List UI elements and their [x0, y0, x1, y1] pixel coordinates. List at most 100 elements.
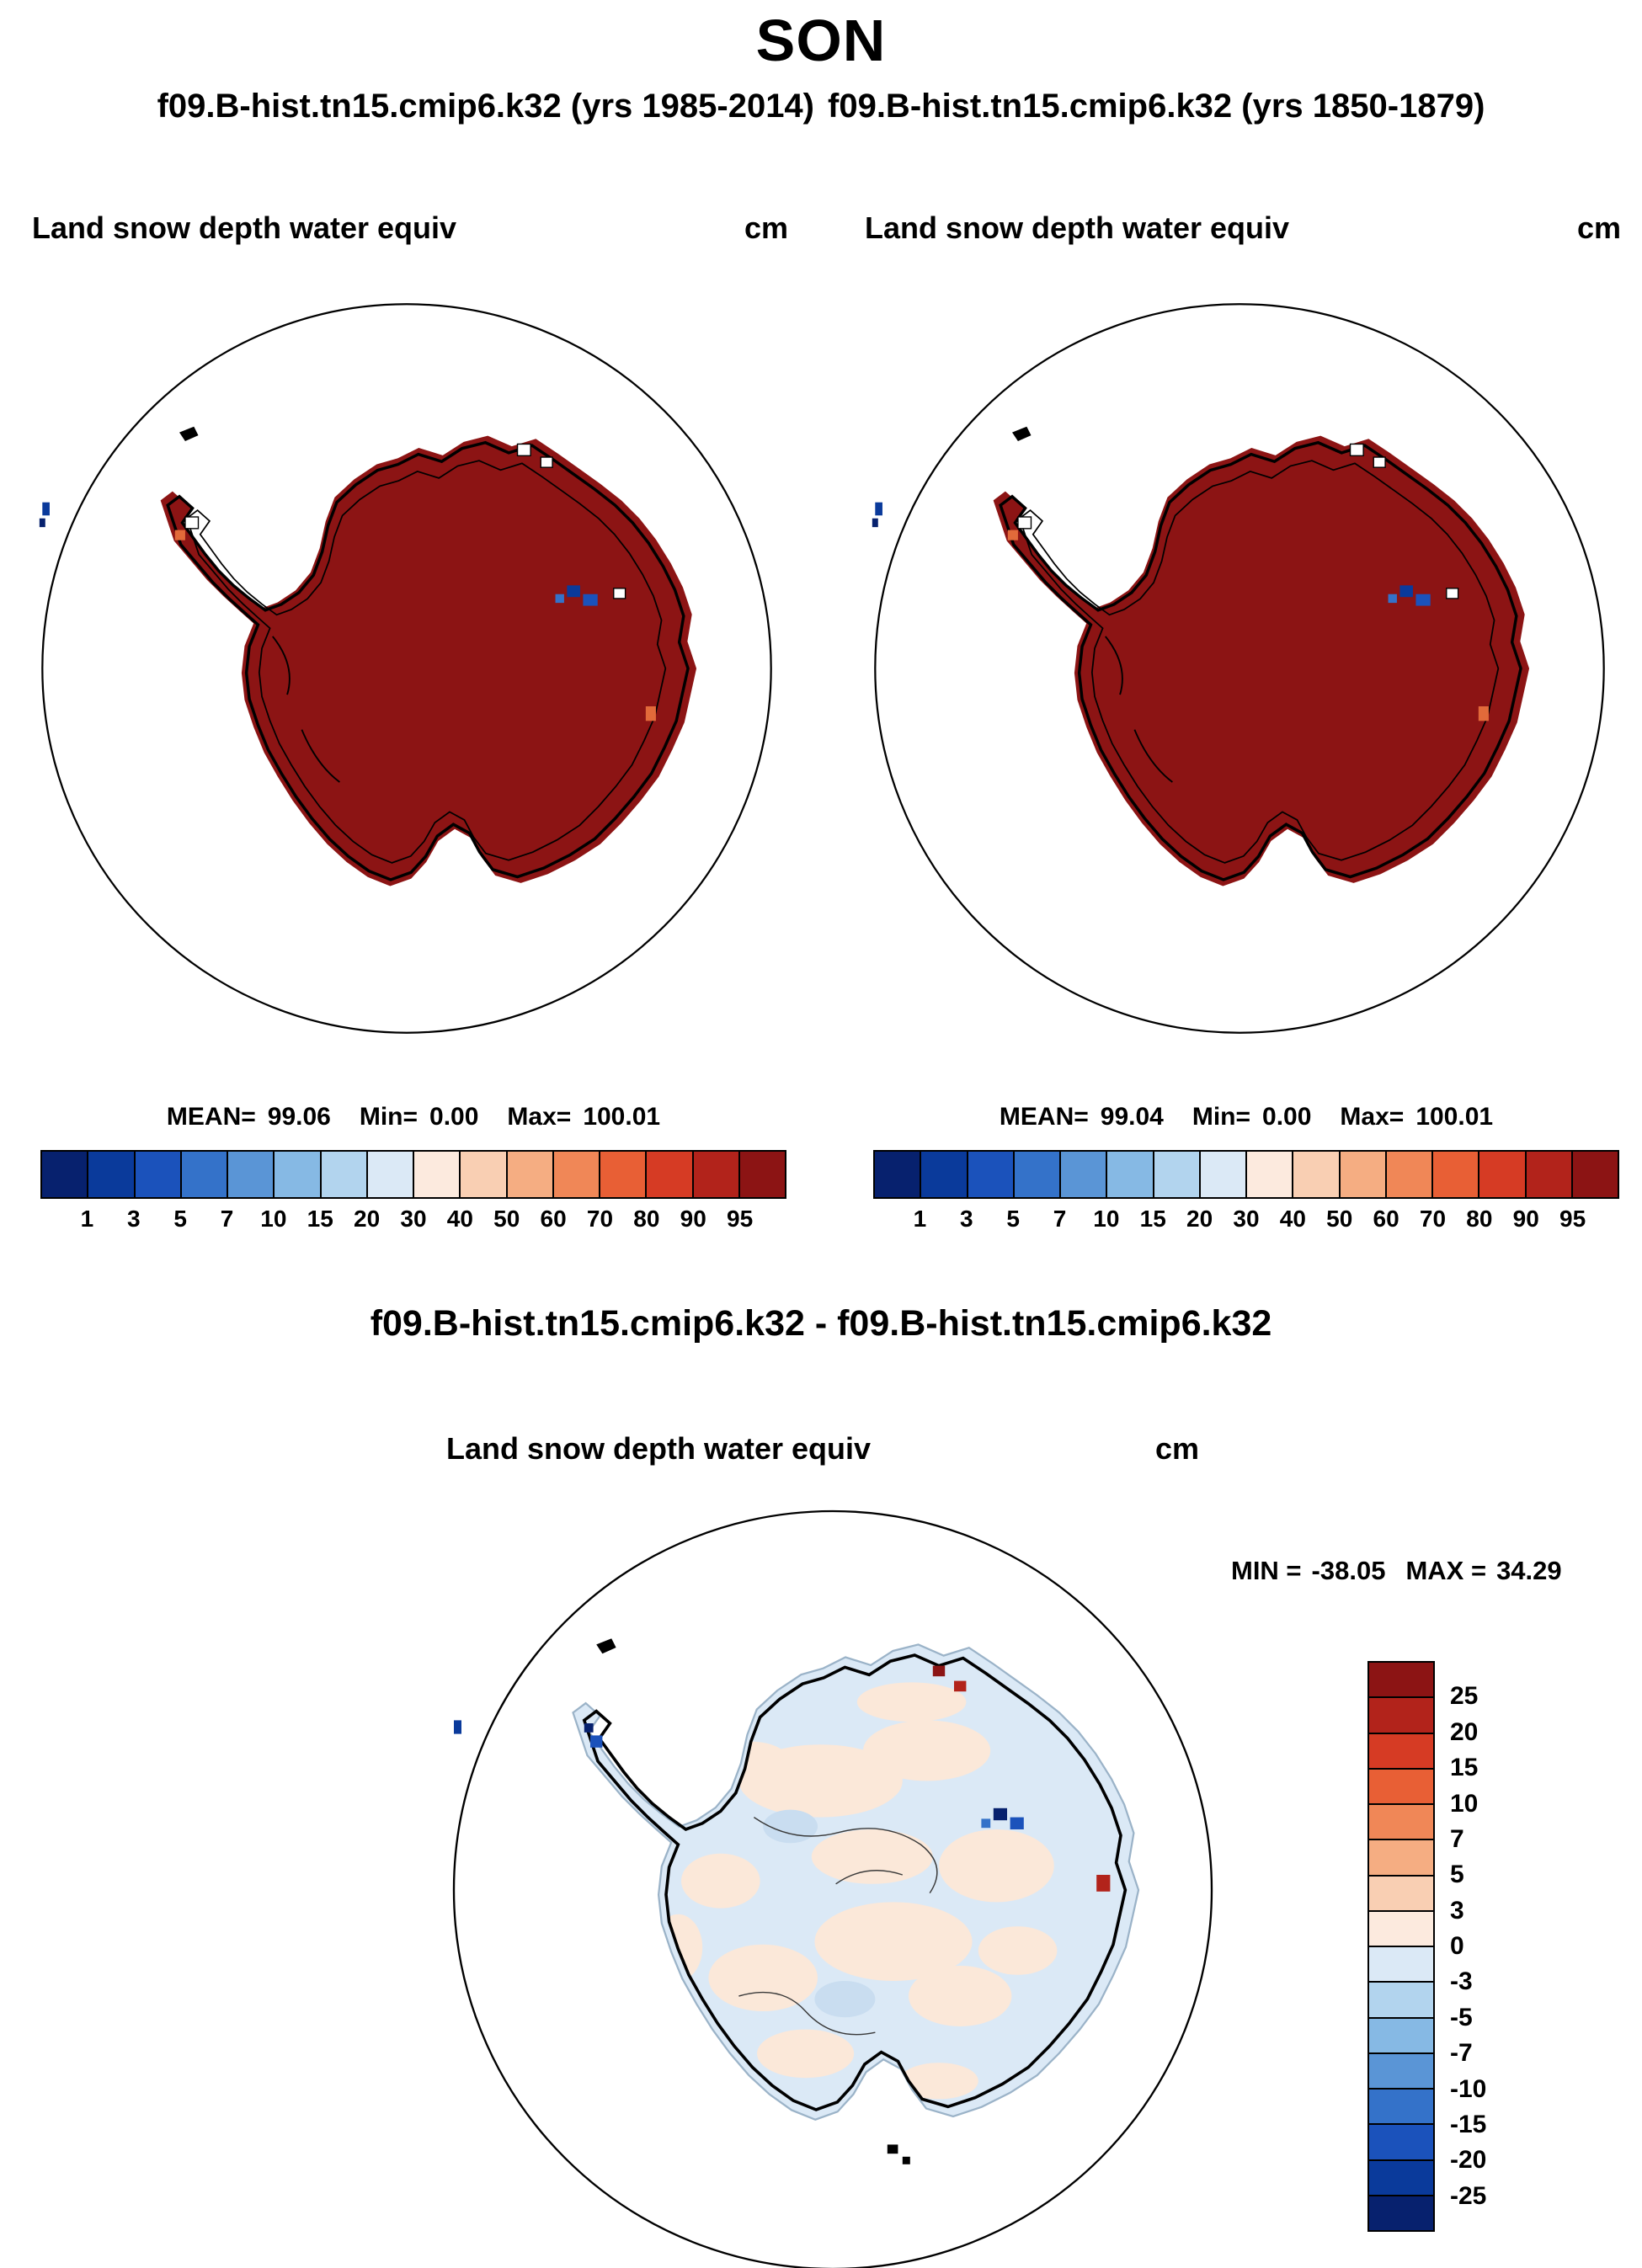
diff-anomaly-field: [653, 1682, 1058, 2100]
colorbar-cell: [1431, 1150, 1480, 1199]
colorbar-tick-label: 90: [1512, 1206, 1539, 1232]
colorbar-cell: [1106, 1150, 1154, 1199]
colorbar-tick-label: 10: [1450, 1789, 1479, 1818]
colorbar-tick-label: 60: [540, 1206, 567, 1232]
colorbar-cell: [1059, 1150, 1108, 1199]
max-label: Max=: [507, 1103, 572, 1131]
case2-title: f09.B-hist.tn15.cmip6.k32 (yrs 1850-1879…: [828, 88, 1485, 125]
variable-label-diff: Land snow depth water equiv: [446, 1431, 872, 1466]
min-value: 0.00: [1262, 1103, 1312, 1131]
colorbar-tick-label: 1: [913, 1206, 927, 1232]
colorbar-tick-label: 50: [1326, 1206, 1353, 1232]
colorbar-cell: [1367, 1874, 1435, 1912]
colorbar-tick-label: 80: [1466, 1206, 1493, 1232]
mean-label: MEAN=: [166, 1103, 256, 1131]
colorbar-cell: [1367, 2194, 1435, 2232]
colorbar-cell: [1524, 1150, 1573, 1199]
colorbar-cell: [1367, 2052, 1435, 2090]
colorbar-cell: [966, 1150, 1015, 1199]
coastal-contours: [272, 636, 340, 783]
colorbar-tick-label: 80: [633, 1206, 660, 1232]
colorbar-cell: [1367, 1767, 1435, 1805]
colorbar-cell: [1198, 1150, 1247, 1199]
max-value: 100.01: [583, 1103, 661, 1131]
colorbar-tick-label: 25: [1450, 1682, 1479, 1711]
colorbar-tick-label: 95: [1559, 1206, 1586, 1232]
mean-value: 99.04: [1100, 1103, 1164, 1131]
colorbar-tick-label: 20: [1186, 1206, 1213, 1232]
colorbar-cell: [1012, 1150, 1061, 1199]
colorbar-cell: [1367, 1839, 1435, 1877]
max-label: Max=: [1340, 1103, 1405, 1131]
colorbar-tick-label: 70: [1419, 1206, 1447, 1232]
colorbar-case1: 1 3 5 7 10 15 20 30 40 50 60 70 80 90 95: [40, 1150, 786, 1232]
colorbar-cell: [505, 1150, 554, 1199]
min-value: -38.05: [1311, 1556, 1386, 1585]
max-value: 100.01: [1415, 1103, 1494, 1131]
case1-title: f09.B-hist.tn15.cmip6.k32 (yrs 1985-2014…: [157, 88, 814, 125]
max-value: 34.29: [1496, 1556, 1562, 1585]
colorbar-cell: [227, 1150, 275, 1199]
colorbar-cell: [645, 1150, 694, 1199]
colorbar-tick-label: 40: [446, 1206, 473, 1232]
colorbar-cell: [133, 1150, 182, 1199]
colorbar-cell: [1292, 1150, 1341, 1199]
panel-head-case1: Land snow depth water equiv cm: [32, 210, 788, 246]
coastal-contours: [1105, 636, 1173, 783]
min-value: 0.00: [429, 1103, 479, 1131]
colorbar-cell: [1367, 1696, 1435, 1734]
colorbar-tick-label: 3: [1450, 1896, 1464, 1925]
colorbar-cell: [552, 1150, 600, 1199]
colorbar-cell: [691, 1150, 740, 1199]
variable-label: Land snow depth water equiv: [865, 210, 1290, 245]
colorbar-tick-label: 60: [1373, 1206, 1399, 1232]
colorbar-cell: [40, 1150, 89, 1199]
stats-diff: MIN = -38.05 MAX = 34.29: [1231, 1556, 1562, 1586]
units-label: cm: [744, 210, 788, 245]
colorbar-tick-label: -10: [1450, 2074, 1487, 2103]
colorbar-tick-label: 50: [493, 1206, 520, 1232]
colorbar-cell: [738, 1150, 786, 1199]
panel-head-case2: Land snow depth water equiv cm: [865, 210, 1621, 246]
colorbar-cell: [1367, 2123, 1435, 2161]
colorbar-tick-label: -5: [1450, 2003, 1473, 2031]
min-label: Min=: [359, 1103, 418, 1131]
colorbar-cell: [1367, 1661, 1435, 1699]
colorbar-tick-label: -7: [1450, 2039, 1473, 2068]
colorbar-tick-label: 30: [400, 1206, 427, 1232]
colorbar-cell: [1367, 1732, 1435, 1770]
mean-label: MEAN=: [999, 1103, 1089, 1131]
variable-label: Land snow depth water equiv: [32, 210, 457, 245]
colorbar-tick-label: -25: [1450, 2181, 1487, 2210]
colorbar-cell: [1367, 1946, 1435, 1983]
colorbar-tick-label: 40: [1279, 1206, 1306, 1232]
difference-title: f09.B-hist.tn15.cmip6.k32 - f09.B-hist.t…: [370, 1303, 1272, 1344]
colorbar-cell: [1367, 1909, 1435, 1947]
season-title: SON: [755, 8, 887, 73]
colorbar-cell: [1384, 1150, 1433, 1199]
colorbar-tick-label: 95: [727, 1206, 754, 1232]
colorbar-tick-label: 5: [1006, 1206, 1020, 1232]
colorbar-cell: [413, 1150, 461, 1199]
colorbar-cell: [1570, 1150, 1619, 1199]
colorbar-tick-label: 10: [260, 1206, 287, 1232]
colorbar-cell: [873, 1150, 922, 1199]
colorbar-cell: [273, 1150, 322, 1199]
colorbar-tick-label: 7: [1053, 1206, 1067, 1232]
colorbar-tick-label: 7: [220, 1206, 234, 1232]
colorbar-cell: [1367, 2088, 1435, 2126]
colorbar-cell: [179, 1150, 228, 1199]
colorbar-cell: [87, 1150, 136, 1199]
map-case2: [871, 303, 1605, 1034]
colorbar-cells: [40, 1150, 786, 1199]
colorbar-cell: [1245, 1150, 1294, 1199]
colorbar-diff: 25 20 15 10 7 5 3 0 -3 -5 -7 -10 -15 -20 -25: [1367, 1661, 1486, 2232]
colorbar-cell: [319, 1150, 368, 1199]
min-label: MIN =: [1231, 1556, 1302, 1585]
colorbar-tick-label: -15: [1450, 2110, 1487, 2138]
colorbar-tick-label: 5: [173, 1206, 187, 1232]
units-label: cm: [1576, 210, 1621, 245]
colorbar-cells: [873, 1150, 1619, 1199]
colorbar-tick-label: 7: [1450, 1824, 1464, 1853]
colorbar-cell: [1338, 1150, 1387, 1199]
